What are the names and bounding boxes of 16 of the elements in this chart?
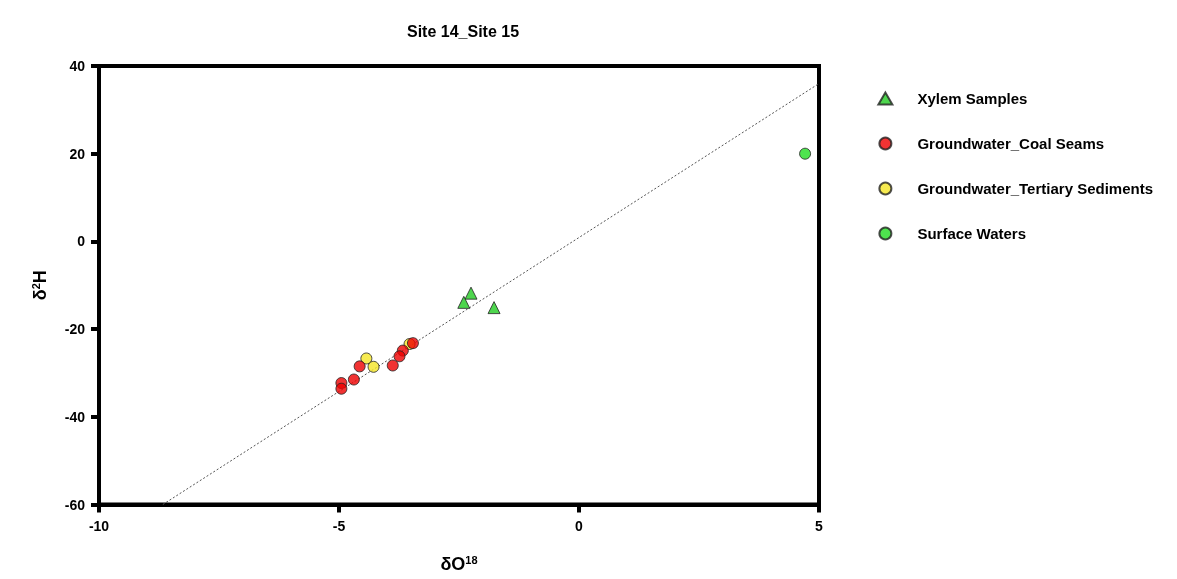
legend-label: Groundwater_Coal Seams xyxy=(917,135,1105,152)
y-tick-label: -20 xyxy=(64,321,86,338)
legend-label: Groundwater_Tertiary Sediments xyxy=(917,180,1153,197)
y-tick-label: -40 xyxy=(64,408,86,425)
y-tick-label: 0 xyxy=(77,233,86,250)
y-axis-title: δ2H xyxy=(29,270,50,301)
legend-label: Surface Waters xyxy=(917,225,1027,242)
y-tick-label: 20 xyxy=(69,145,86,162)
legend-label: Xylem Samples xyxy=(917,90,1028,107)
y-tick-label: 40 xyxy=(69,58,86,74)
x-tick-label: 0 xyxy=(575,517,584,534)
x-tick-label: 5 xyxy=(815,517,824,534)
x-tick-label: -5 xyxy=(332,517,346,534)
chart-title: Site 14_Site 15 xyxy=(406,22,520,40)
x-tick-label: -10 xyxy=(88,517,110,534)
y-tick-label: -60 xyxy=(64,496,86,513)
